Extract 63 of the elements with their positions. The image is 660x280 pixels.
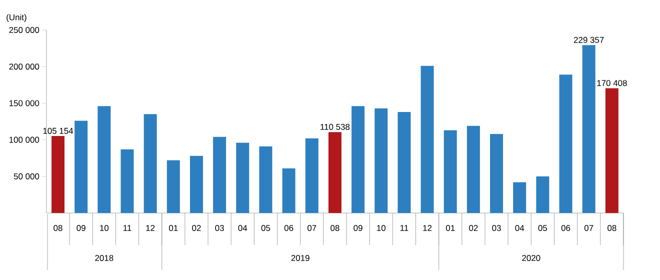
bar — [190, 156, 203, 213]
x-tick-label: 08 — [330, 225, 340, 232]
x-tick-label: 10 — [100, 225, 109, 232]
x-tick-label: 08 — [608, 225, 616, 232]
x-tick-label: 06 — [561, 225, 570, 232]
y-tick-label: 100 000 — [9, 136, 40, 143]
x-tick-label: 05 — [538, 225, 548, 232]
bar — [352, 106, 365, 213]
x-tick-label: 01 — [169, 225, 178, 232]
bar — [374, 108, 388, 213]
bar — [536, 176, 550, 213]
x-tick-label: 11 — [123, 225, 132, 231]
x-tick-label: 01 — [446, 225, 455, 232]
bar — [513, 182, 526, 213]
x-tick-label: 02 — [192, 225, 201, 232]
data-label: 110 538 — [320, 124, 350, 130]
bar — [328, 132, 342, 213]
bar — [466, 126, 480, 213]
x-tick-label: 08 — [54, 225, 62, 232]
bar — [398, 112, 411, 213]
bar — [236, 142, 250, 213]
bar — [582, 45, 596, 213]
text: 2018 — [95, 255, 114, 261]
text: 2020 — [522, 255, 540, 261]
bar — [444, 130, 457, 213]
bar — [144, 114, 157, 213]
x-tick-label: 06 — [284, 225, 294, 232]
bar — [166, 160, 180, 213]
y-tick-label: 250 000 — [9, 27, 40, 33]
x-tick-label: 03 — [215, 225, 224, 232]
y-axis-title: (Unit) — [6, 14, 26, 22]
text: 2019 — [291, 255, 310, 261]
x-tick-label: 03 — [492, 225, 501, 232]
x-tick-label: 02 — [469, 225, 478, 232]
x-tick-label: 04 — [515, 225, 524, 232]
x-tick-label: 09 — [354, 225, 362, 232]
x-tick-label: 09 — [76, 225, 86, 232]
y-tick-label: 50 000 — [14, 173, 40, 180]
bar — [259, 146, 272, 213]
x-tick-label: 07 — [584, 225, 594, 232]
bar — [213, 136, 226, 213]
bar — [490, 134, 504, 213]
data-label: 170 408 — [597, 80, 627, 86]
bar — [52, 136, 64, 213]
x-tick-label: 12 — [146, 225, 155, 231]
bar — [98, 106, 111, 213]
x-tick-label: 07 — [308, 225, 316, 232]
bar — [74, 120, 88, 213]
y-tick-label: 200 000 — [9, 64, 40, 70]
x-tick-label: 10 — [377, 225, 386, 232]
x-tick-label: 04 — [238, 225, 248, 232]
y-tick-label: 150 000 — [9, 100, 40, 106]
bar — [120, 149, 134, 213]
data-label: 105 154 — [43, 128, 74, 134]
bar — [605, 88, 618, 213]
x-tick-label: 12 — [423, 225, 432, 231]
x-tick-label: 05 — [261, 225, 270, 232]
bar — [282, 168, 296, 213]
data-label: 229 357 — [574, 36, 604, 43]
bar — [305, 138, 318, 213]
x-tick-label: 11 — [400, 225, 408, 231]
bar — [559, 74, 572, 213]
bar — [420, 66, 434, 213]
